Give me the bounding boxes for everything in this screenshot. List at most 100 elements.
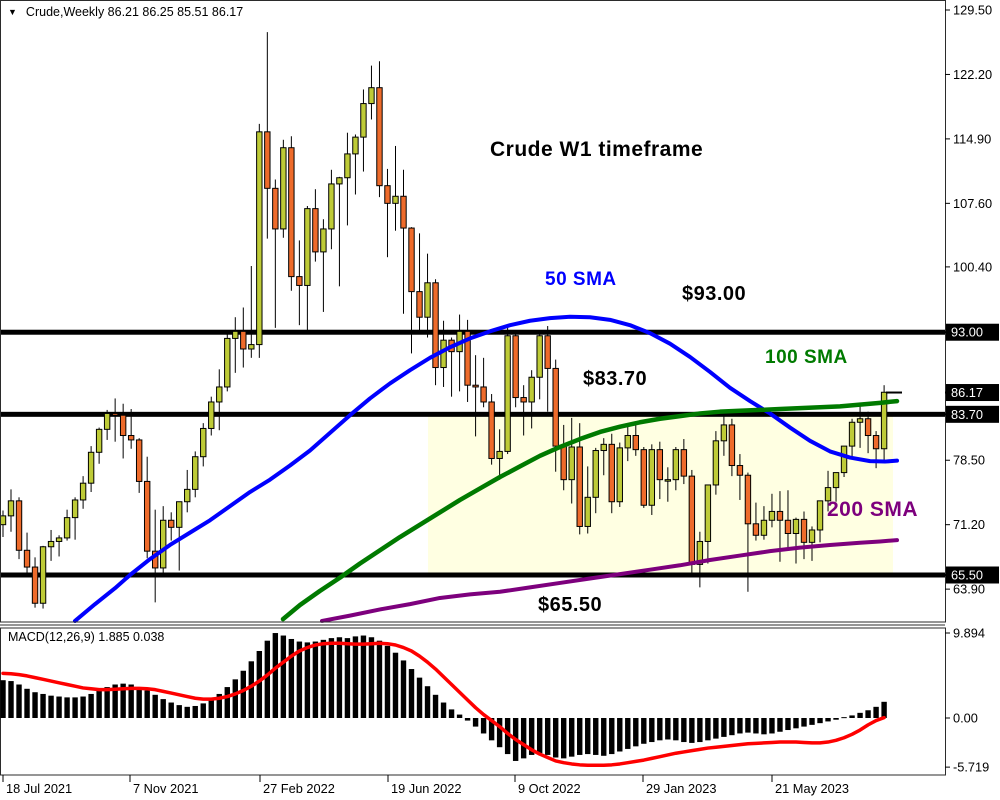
price-tick-label: 63.90 (953, 582, 985, 597)
macd-bar (865, 710, 871, 718)
price-tick-label: 71.20 (953, 517, 985, 532)
candle-body (232, 330, 239, 339)
candle-body (864, 418, 872, 437)
candle-body (728, 424, 736, 467)
macd-bar (873, 706, 879, 718)
macd-bar (344, 638, 351, 718)
macd-bar (152, 694, 158, 718)
sma200-line (320, 538, 899, 623)
macd-bar (200, 703, 206, 718)
price-badge (946, 384, 999, 402)
macd-bar (224, 687, 230, 718)
candle-body (880, 391, 888, 450)
macd-bar (809, 718, 815, 725)
price-badge-label: 93.00 (951, 325, 983, 340)
candle-body (800, 518, 808, 543)
macd-bar (160, 699, 166, 718)
candle-body (288, 147, 295, 278)
candle-body (656, 449, 664, 481)
candle-body (264, 131, 271, 189)
candle-body (832, 472, 840, 489)
macd-bar (88, 693, 94, 718)
macd-bar (176, 705, 182, 718)
candle-body (432, 282, 439, 369)
macd-bar (184, 706, 190, 718)
candle-body (216, 386, 223, 403)
macd-bar (352, 636, 359, 718)
candle-body (704, 484, 712, 542)
macd-bar (721, 718, 727, 737)
candle-body (392, 195, 399, 204)
candle-body (680, 449, 688, 477)
time-tick-label: 18 Jul 2021 (6, 781, 72, 796)
macd-bar (120, 683, 126, 718)
candle-body (320, 228, 327, 253)
candle-body (352, 136, 359, 155)
candle-body (344, 153, 351, 179)
candle-body (496, 450, 503, 459)
macd-bar (472, 718, 479, 727)
candle-body (47, 540, 55, 548)
macd-bar (737, 718, 743, 734)
macd-bar (649, 718, 655, 743)
candle-body (672, 449, 680, 481)
price-badge (946, 405, 999, 423)
level-6550-label: $65.50 (538, 594, 603, 616)
candle-body (71, 499, 79, 519)
candle-body (384, 185, 391, 204)
macd-bar (520, 718, 527, 759)
time-tick-label: 7 Nov 2021 (133, 781, 198, 796)
macd-bar (713, 718, 719, 739)
candle-body (480, 386, 487, 403)
candle-body (408, 227, 415, 293)
candle-body (600, 443, 607, 452)
macd-bar (673, 718, 679, 741)
price-tick-label: 107.60 (953, 196, 992, 211)
candle-body (528, 376, 535, 403)
time-tick-label: 29 Jan 2023 (646, 781, 716, 796)
candle-body (103, 412, 111, 430)
price-badge (946, 323, 999, 341)
candle-body (520, 397, 527, 403)
macd-bar (561, 718, 567, 759)
candle-body (472, 384, 479, 388)
candle-body (304, 208, 311, 286)
candle-body (808, 529, 816, 543)
candle-body (552, 367, 559, 447)
candle-body (536, 335, 543, 378)
candle-body (376, 87, 383, 187)
price-badge-label: 83.70 (951, 407, 983, 422)
macd-bar (24, 688, 30, 718)
macd-bar (296, 641, 303, 718)
candle-body (824, 487, 832, 502)
time-tick-label: 9 Oct 2022 (518, 781, 581, 796)
price-tick-label: 78.50 (953, 453, 985, 468)
level-line-65.5 (0, 572, 945, 578)
symbol-dropdown-icon[interactable]: ▼ (8, 7, 17, 17)
macd-bar (464, 718, 471, 721)
macd-tick-label: -5.719 (953, 760, 989, 775)
macd-bar (424, 686, 431, 718)
candle-body (312, 208, 319, 253)
symbol-info-bar: ▼ Crude,Weekly 86.21 86.25 85.51 86.17 (8, 5, 243, 19)
candle-body (688, 475, 696, 565)
macd-bar (312, 641, 319, 718)
macd-bar (753, 718, 759, 734)
candle-body (512, 335, 519, 399)
candle-body (488, 401, 495, 459)
candle-body (648, 449, 656, 506)
macd-bar (793, 718, 799, 729)
candle-body (39, 546, 47, 604)
main-panel-border (0, 0, 946, 623)
candle-body (504, 335, 511, 452)
candle-body (200, 427, 207, 458)
candle-body (272, 187, 279, 230)
candle-body (23, 549, 31, 568)
macd-bar (729, 718, 735, 736)
macd-bar (368, 637, 375, 718)
macd-panel-border (0, 627, 946, 776)
price-badge (946, 566, 999, 584)
macd-bar (857, 712, 863, 718)
macd-bar (617, 718, 623, 752)
